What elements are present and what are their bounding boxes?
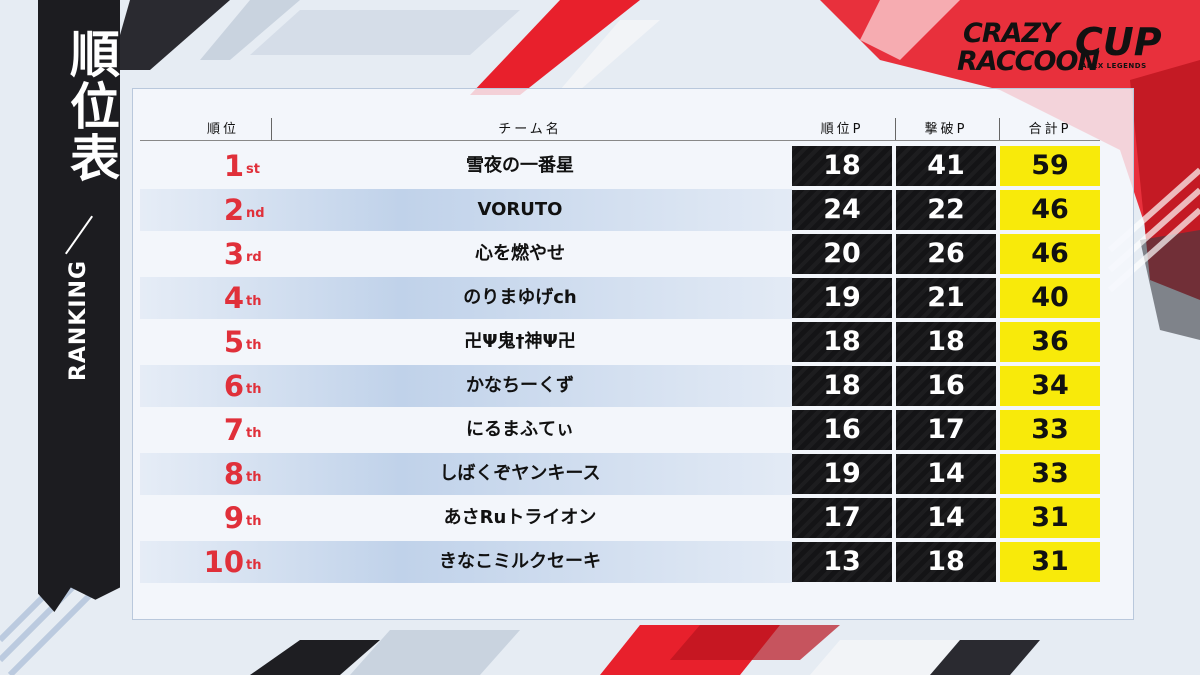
- title-divider: [64, 215, 94, 255]
- rank-suffix: th: [246, 338, 262, 353]
- table-row: 8 th しばくぞヤンキース 19 14 33: [140, 453, 1100, 495]
- rank-suffix: th: [246, 470, 262, 485]
- table-row: 4 th のりまゆげch 19 21 40: [140, 277, 1100, 319]
- page-subtitle-wrap: RANKING: [38, 250, 120, 390]
- row-stripe: [140, 277, 792, 319]
- team-name: きなこミルクセーキ: [439, 551, 601, 572]
- logo-line2: RACCOON: [957, 46, 1100, 77]
- header-underline: [140, 140, 1100, 141]
- kill-points: 14: [896, 498, 996, 538]
- rank-suffix: th: [246, 558, 262, 573]
- logo-line3: CUP: [1075, 20, 1162, 64]
- page-title: 順位表: [62, 28, 120, 184]
- rank-suffix: th: [246, 426, 262, 441]
- team-name: あさRuトライオン: [443, 507, 597, 528]
- table-row: 6 th かなちーくず 18 16 34: [140, 365, 1100, 407]
- rank-number: 7: [223, 413, 244, 447]
- kill-points: 22: [896, 190, 996, 230]
- placement-points: 24: [792, 190, 892, 230]
- table-row: 3 rd 心を燃やせ 20 26 46: [140, 233, 1100, 275]
- kill-points: 41: [896, 146, 996, 186]
- total-points: 31: [1000, 542, 1100, 582]
- team-name: にるまふてぃ: [466, 419, 574, 440]
- team-name: 卍Ψ鬼†神Ψ卍: [464, 331, 576, 352]
- rank-suffix: th: [246, 514, 262, 529]
- rank-number: 10: [203, 545, 244, 579]
- row-stripe: [140, 453, 792, 495]
- rank-suffix: rd: [246, 250, 262, 265]
- placement-points: 20: [792, 234, 892, 274]
- side-banner: 順位表 RANKING: [38, 0, 120, 612]
- total-points: 46: [1000, 190, 1100, 230]
- rank-number: 5: [223, 325, 244, 359]
- total-points: 31: [1000, 498, 1100, 538]
- placement-points: 16: [792, 410, 892, 450]
- rank-number: 8: [223, 457, 244, 491]
- team-name: しばくぞヤンキース: [439, 463, 601, 484]
- kill-points: 18: [896, 322, 996, 362]
- header-total-points: 合計P: [1028, 122, 1072, 137]
- table-row: 10 th きなこミルクセーキ 13 18 31: [140, 541, 1100, 583]
- row-stripe: [140, 189, 792, 231]
- placement-points: 17: [792, 498, 892, 538]
- header-team: チーム名: [498, 122, 562, 137]
- table-row: 5 th 卍Ψ鬼†神Ψ卍 18 18 36: [140, 321, 1100, 363]
- event-logo: CRAZY RACCOON CUP APEX LEGENDS: [955, 18, 1180, 80]
- rank-suffix: th: [246, 294, 262, 309]
- placement-points: 19: [792, 278, 892, 318]
- rank-suffix: st: [246, 162, 260, 177]
- kill-points: 18: [896, 542, 996, 582]
- header-kill-points: 撃破P: [924, 122, 968, 137]
- placement-points: 18: [792, 146, 892, 186]
- team-name: 心を燃やせ: [475, 243, 565, 264]
- row-stripe: [140, 365, 792, 407]
- row-stripe: [140, 541, 792, 583]
- header-rank: 順位: [206, 122, 239, 137]
- logo-line4: APEX LEGENDS: [1081, 62, 1147, 70]
- rank-number: 1: [223, 149, 244, 183]
- kill-points: 26: [896, 234, 996, 274]
- total-points: 36: [1000, 322, 1100, 362]
- kill-points: 16: [896, 366, 996, 406]
- rank-suffix: th: [246, 382, 262, 397]
- team-name: VORUTO: [477, 199, 563, 220]
- header-placement-points: 順位P: [820, 122, 864, 137]
- team-name: のりまゆげch: [463, 287, 577, 308]
- rank-number: 2: [223, 193, 244, 227]
- rank-number: 9: [223, 501, 244, 535]
- kill-points: 17: [896, 410, 996, 450]
- table-row: 9 th あさRuトライオン 17 14 31: [140, 497, 1100, 539]
- rank-suffix: nd: [246, 206, 265, 221]
- placement-points: 13: [792, 542, 892, 582]
- table-row: 1 st 雪夜の一番星 18 41 59: [140, 145, 1100, 187]
- header-separator: [271, 118, 272, 140]
- rank-number: 6: [223, 369, 244, 403]
- table-row: 7 th にるまふてぃ 16 17 33: [140, 409, 1100, 451]
- header-separator: [895, 118, 896, 140]
- placement-points: 19: [792, 454, 892, 494]
- table-row: 2 nd VORUTO 24 22 46: [140, 189, 1100, 231]
- page-subtitle: RANKING: [66, 259, 92, 381]
- kill-points: 14: [896, 454, 996, 494]
- rank-number: 3: [223, 237, 244, 271]
- team-name: 雪夜の一番星: [466, 155, 574, 176]
- team-name: かなちーくず: [466, 375, 574, 396]
- placement-points: 18: [792, 366, 892, 406]
- total-points: 46: [1000, 234, 1100, 274]
- logo-line1: CRAZY: [963, 18, 1060, 49]
- header-separator: [999, 118, 1000, 140]
- total-points: 33: [1000, 454, 1100, 494]
- total-points: 59: [1000, 146, 1100, 186]
- placement-points: 18: [792, 322, 892, 362]
- total-points: 40: [1000, 278, 1100, 318]
- total-points: 34: [1000, 366, 1100, 406]
- rank-number: 4: [223, 281, 244, 315]
- kill-points: 21: [896, 278, 996, 318]
- total-points: 33: [1000, 410, 1100, 450]
